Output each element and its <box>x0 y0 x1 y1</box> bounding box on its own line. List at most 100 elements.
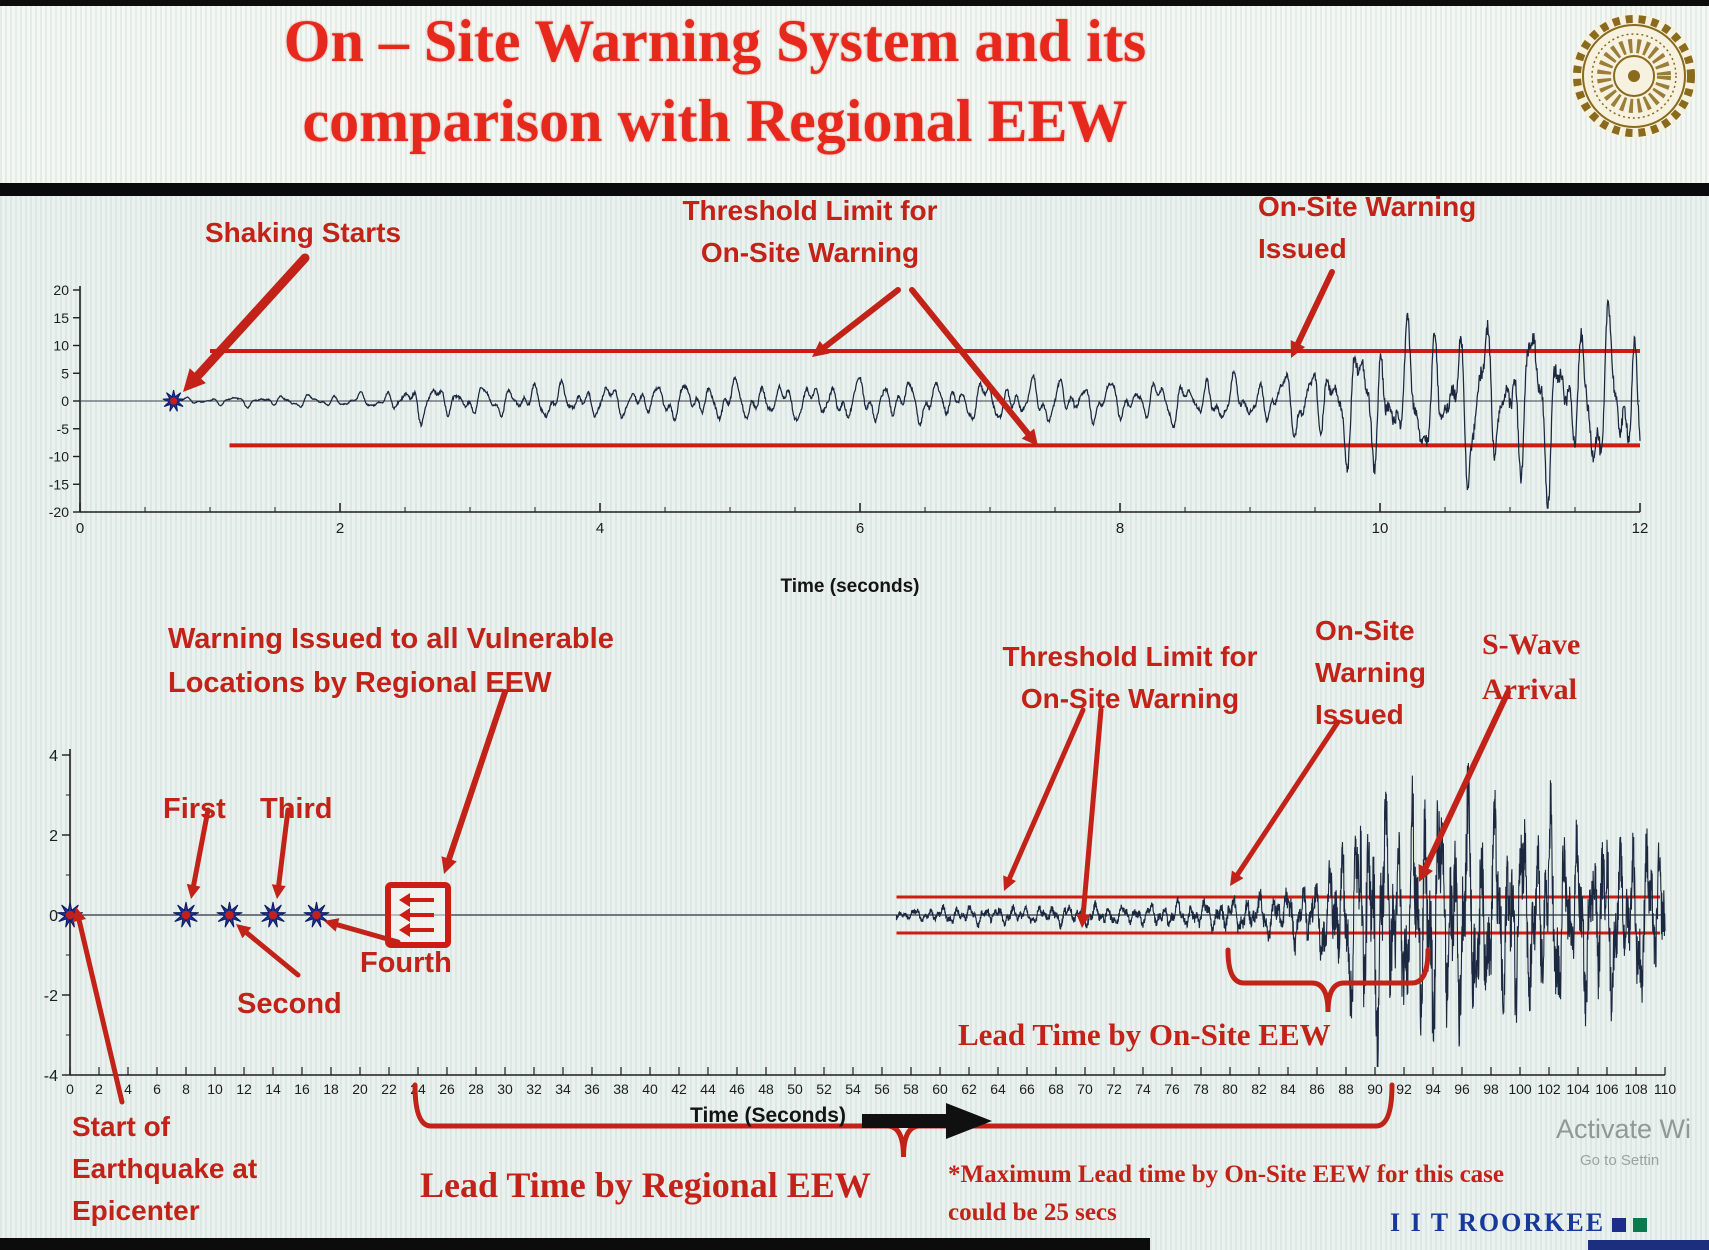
svg-text:15: 15 <box>53 310 69 326</box>
svg-text:64: 64 <box>990 1081 1006 1097</box>
svg-text:106: 106 <box>1595 1081 1619 1097</box>
svg-text:40: 40 <box>642 1081 658 1097</box>
svg-text:10: 10 <box>207 1081 223 1097</box>
annotation-onsite-warning-issued-bottom: On-Site Warning Issued <box>1315 615 1426 730</box>
regional-eew-warning-icon <box>385 882 451 948</box>
svg-text:48: 48 <box>758 1081 774 1097</box>
svg-text:28: 28 <box>468 1081 484 1097</box>
bottom-edge-bar-left <box>0 1238 1150 1250</box>
svg-text:76: 76 <box>1164 1081 1180 1097</box>
svg-text:108: 108 <box>1624 1081 1648 1097</box>
annotation-fourth-pwave: Fourth <box>360 947 452 979</box>
lead-time-braces <box>412 947 1431 1158</box>
svg-text:4: 4 <box>596 520 604 537</box>
svg-text:0: 0 <box>66 1081 74 1097</box>
svg-text:16: 16 <box>294 1081 310 1097</box>
svg-text:46: 46 <box>729 1081 745 1097</box>
annotation-third-pwave: Third <box>260 793 333 825</box>
svg-text:4: 4 <box>124 1081 132 1097</box>
svg-text:104: 104 <box>1566 1081 1590 1097</box>
bottom-chart: 420-2-40 2 4 6 8 10 12 14 16 18 20 22 24 26 28 30 32 34 36… <box>44 748 1677 1097</box>
activate-windows-watermark-line2: Go to Settin <box>1580 1152 1660 1169</box>
svg-text:0: 0 <box>76 520 84 537</box>
bottom-waveform <box>895 762 1666 1068</box>
svg-text:80: 80 <box>1222 1081 1238 1097</box>
svg-text:62: 62 <box>961 1081 977 1097</box>
svg-text:92: 92 <box>1396 1081 1412 1097</box>
annotation-threshold-limit-top: Threshold Limit for On-Site Warning <box>682 195 938 268</box>
svg-text:8: 8 <box>1116 520 1124 537</box>
footer-square-blue <box>1612 1218 1627 1233</box>
svg-text:2: 2 <box>336 520 344 537</box>
svg-text:20: 20 <box>53 282 69 298</box>
svg-text:102: 102 <box>1537 1081 1561 1097</box>
svg-text:90: 90 <box>1367 1081 1383 1097</box>
annotation-onsite-warning-issued-top: On-Site Warning Issued <box>1258 191 1477 264</box>
svg-text:0: 0 <box>61 393 69 409</box>
svg-text:-5: -5 <box>57 421 70 437</box>
annotation-lead-time-onsite: Lead Time by On-Site EEW <box>958 1017 1331 1052</box>
svg-text:72: 72 <box>1106 1081 1122 1097</box>
svg-text:4: 4 <box>49 748 58 765</box>
svg-text:34: 34 <box>555 1081 571 1097</box>
svg-text:20: 20 <box>352 1081 368 1097</box>
svg-text:-2: -2 <box>44 988 58 1005</box>
svg-text:-10: -10 <box>49 449 69 465</box>
annotation-max-lead-note: *Maximum Lead time by On-Site EEW for th… <box>948 1161 1505 1226</box>
annotation-start-of-earthquake: Start of Earthquake at Epicenter <box>72 1111 258 1226</box>
svg-text:10: 10 <box>1372 520 1389 537</box>
svg-text:6: 6 <box>856 520 864 537</box>
slide-title-line1: On – Site Warning System and its <box>283 8 1147 74</box>
annotation-shaking-starts: Shaking Starts <box>205 217 402 248</box>
footer-branding: I I T ROORKEE <box>1390 1208 1648 1238</box>
top-waveform <box>172 299 1641 509</box>
svg-text:94: 94 <box>1425 1081 1441 1097</box>
iit-roorkee-logo <box>1568 10 1700 147</box>
annotation-regional-warning: Warning Issued to all Vulnerable Locatio… <box>168 623 614 699</box>
svg-text:88: 88 <box>1338 1081 1354 1097</box>
time-axis-arrow-icon <box>862 1103 992 1139</box>
title-divider <box>0 183 1709 196</box>
svg-text:42: 42 <box>671 1081 687 1097</box>
svg-text:-15: -15 <box>49 476 69 492</box>
svg-text:32: 32 <box>526 1081 542 1097</box>
svg-text:86: 86 <box>1309 1081 1325 1097</box>
svg-text:18: 18 <box>323 1081 339 1097</box>
svg-text:82: 82 <box>1251 1081 1267 1097</box>
svg-text:110: 110 <box>1654 1081 1677 1097</box>
svg-text:10: 10 <box>53 338 69 354</box>
svg-text:-20: -20 <box>49 504 69 520</box>
annotation-lead-time-regional: Lead Time by Regional EEW <box>420 1165 871 1205</box>
svg-text:100: 100 <box>1508 1081 1532 1097</box>
svg-text:5: 5 <box>61 365 69 381</box>
svg-text:52: 52 <box>816 1081 832 1097</box>
annotation-threshold-limit-bottom: Threshold Limit for On-Site Warning <box>1002 641 1258 714</box>
svg-text:8: 8 <box>182 1081 190 1097</box>
bottom-edge-bar-right <box>1588 1240 1709 1250</box>
annotation-second-pwave: Second <box>237 988 342 1020</box>
footer-square-green <box>1633 1218 1648 1233</box>
svg-text:84: 84 <box>1280 1081 1296 1097</box>
bottom-chart-xaxis-label: Time (Seconds) <box>690 1104 846 1127</box>
svg-text:30: 30 <box>497 1081 513 1097</box>
svg-text:2: 2 <box>95 1081 103 1097</box>
annotation-swave-arrival: S-Wave Arrival <box>1482 628 1581 706</box>
svg-text:54: 54 <box>845 1081 861 1097</box>
svg-text:74: 74 <box>1135 1081 1151 1097</box>
svg-text:36: 36 <box>584 1081 600 1097</box>
svg-text:-4: -4 <box>44 1068 58 1085</box>
svg-text:14: 14 <box>265 1081 281 1097</box>
svg-text:12: 12 <box>1632 520 1649 537</box>
activate-windows-watermark: Activate Wi <box>1556 1114 1692 1144</box>
annotation-first-pwave: First <box>163 793 226 825</box>
svg-text:66: 66 <box>1019 1081 1035 1097</box>
svg-text:56: 56 <box>874 1081 890 1097</box>
slide-title-line2: comparison with Regional EEW <box>302 87 1128 154</box>
svg-text:0: 0 <box>49 908 58 925</box>
svg-text:38: 38 <box>613 1081 629 1097</box>
top-chart: 20 15 10 5 0 -5 -10 -15 -20 0 2 4 6 8 10 12 <box>49 282 1649 537</box>
top-edge-bar <box>0 0 1709 6</box>
svg-text:96: 96 <box>1454 1081 1470 1097</box>
